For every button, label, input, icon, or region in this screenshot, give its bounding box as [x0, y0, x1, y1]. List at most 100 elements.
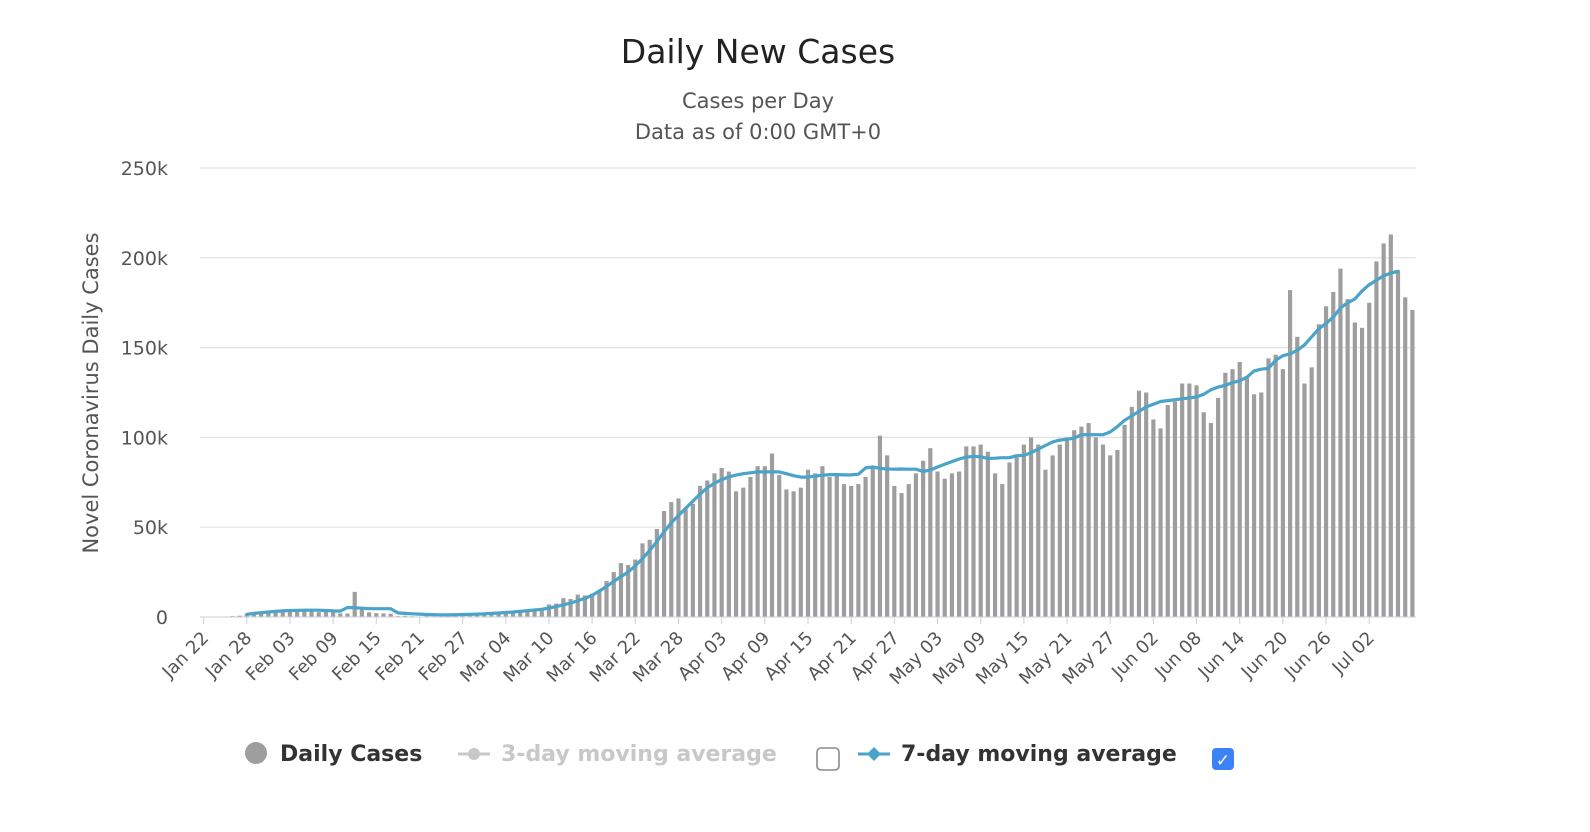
bar[interactable] — [1201, 412, 1206, 617]
bar[interactable] — [1187, 383, 1192, 617]
bar[interactable] — [1237, 361, 1242, 617]
bar[interactable] — [762, 466, 767, 617]
bar[interactable] — [1295, 336, 1300, 617]
bar[interactable] — [316, 612, 321, 617]
legend-item-3-day-moving-average[interactable]: 3-day moving average — [458, 742, 777, 767]
bar[interactable] — [1252, 394, 1257, 617]
bar[interactable] — [1072, 430, 1077, 617]
bar[interactable] — [957, 471, 962, 617]
bar[interactable] — [1395, 270, 1401, 617]
bar[interactable] — [913, 473, 919, 617]
bar[interactable] — [510, 611, 516, 617]
bar[interactable] — [388, 613, 393, 617]
bar[interactable] — [921, 460, 926, 617]
bar[interactable] — [992, 473, 998, 617]
bar[interactable] — [1287, 290, 1293, 617]
bar[interactable] — [1144, 392, 1149, 618]
bar[interactable] — [1331, 291, 1336, 617]
bar[interactable] — [1000, 484, 1005, 617]
bar[interactable] — [928, 448, 933, 617]
bar[interactable] — [575, 594, 580, 617]
bar[interactable] — [633, 559, 638, 617]
bar[interactable] — [1151, 419, 1156, 617]
bar[interactable] — [690, 503, 695, 617]
bar[interactable] — [1338, 268, 1343, 617]
bar[interactable] — [251, 613, 257, 617]
bar[interactable] — [1194, 385, 1199, 617]
bar[interactable] — [726, 471, 731, 617]
bar[interactable] — [777, 475, 782, 617]
bar[interactable] — [381, 613, 386, 617]
bar[interactable] — [568, 599, 573, 617]
bar[interactable] — [705, 480, 710, 617]
bar[interactable] — [906, 484, 911, 617]
checkbox-7-day-moving-average[interactable]: ✓ — [1212, 748, 1234, 771]
bar[interactable] — [367, 612, 372, 617]
bar[interactable] — [791, 491, 796, 617]
bar[interactable] — [733, 491, 739, 617]
bar[interactable] — [302, 611, 307, 617]
bar[interactable] — [935, 471, 940, 617]
bar[interactable] — [784, 489, 789, 617]
bar[interactable] — [1086, 423, 1091, 617]
bar[interactable] — [518, 610, 523, 617]
bar[interactable] — [1057, 444, 1062, 617]
bar[interactable] — [1410, 309, 1415, 617]
bar[interactable] — [877, 435, 883, 617]
bar[interactable] — [590, 593, 595, 617]
bar[interactable] — [1028, 437, 1034, 617]
bar[interactable] — [1021, 444, 1026, 617]
bar[interactable] — [1093, 437, 1098, 617]
bar[interactable] — [1122, 424, 1127, 617]
bar[interactable] — [1352, 322, 1357, 617]
bar[interactable] — [352, 591, 357, 617]
bar[interactable] — [978, 444, 983, 617]
bar[interactable] — [611, 572, 616, 617]
bar[interactable] — [309, 610, 314, 617]
bar[interactable] — [1374, 261, 1379, 617]
bar[interactable] — [266, 612, 271, 617]
bar[interactable] — [885, 455, 890, 617]
bar[interactable] — [1273, 354, 1278, 617]
bar[interactable] — [841, 484, 847, 617]
bar[interactable] — [1316, 324, 1321, 617]
bar[interactable] — [1079, 426, 1084, 617]
bar[interactable] — [662, 511, 667, 617]
bar[interactable] — [561, 598, 566, 617]
bar[interactable] — [870, 466, 875, 617]
legend-item-daily-cases[interactable]: Daily Cases — [245, 742, 422, 767]
bar[interactable] — [402, 615, 408, 617]
bar[interactable] — [798, 487, 803, 617]
bar[interactable] — [1172, 401, 1178, 617]
bar[interactable] — [287, 609, 293, 617]
bar[interactable] — [626, 564, 631, 617]
bar[interactable] — [604, 581, 609, 617]
bar[interactable] — [539, 609, 544, 617]
bar[interactable] — [554, 603, 559, 617]
bar[interactable] — [719, 467, 724, 617]
bar[interactable] — [1244, 376, 1249, 617]
bar[interactable] — [1007, 462, 1012, 617]
bar[interactable] — [892, 485, 897, 617]
bar[interactable] — [964, 446, 969, 617]
bar[interactable] — [1158, 428, 1163, 617]
bar[interactable] — [582, 595, 588, 617]
bar[interactable] — [949, 473, 954, 617]
bar[interactable] — [1036, 444, 1041, 617]
bar[interactable] — [669, 502, 674, 617]
bar[interactable] — [1230, 369, 1235, 617]
bar[interactable] — [1115, 449, 1120, 617]
bar[interactable] — [755, 466, 760, 617]
bar[interactable] — [1388, 234, 1393, 617]
bar[interactable] — [345, 613, 350, 617]
bar[interactable] — [1259, 392, 1264, 618]
bar[interactable] — [1180, 383, 1185, 617]
bar[interactable] — [618, 563, 624, 617]
bar[interactable] — [331, 612, 336, 617]
bar[interactable] — [532, 609, 537, 617]
bar[interactable] — [1223, 372, 1228, 617]
bar[interactable] — [748, 476, 753, 617]
bar[interactable] — [834, 473, 839, 617]
bar[interactable] — [683, 509, 688, 617]
bar[interactable] — [597, 590, 602, 617]
